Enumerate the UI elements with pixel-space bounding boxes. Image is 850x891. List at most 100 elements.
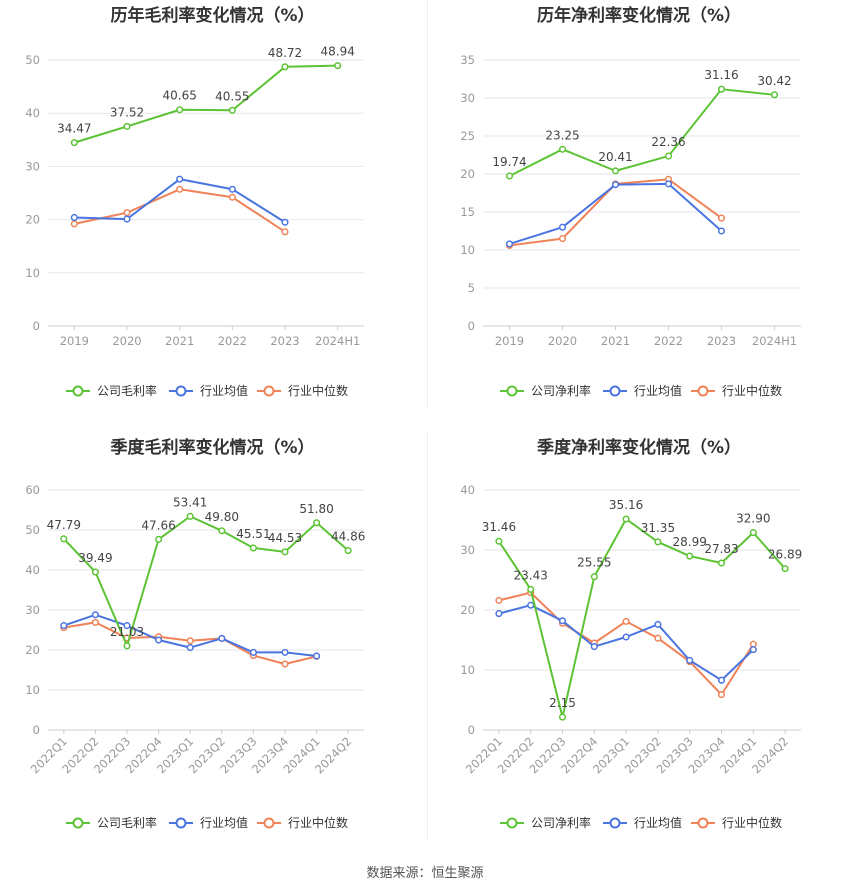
y-tick-label: 20 [25, 643, 40, 657]
data-label: 45.51 [236, 527, 270, 541]
y-tick-label: 5 [468, 281, 475, 295]
x-tick-label: 2020 [548, 334, 577, 348]
data-point-company [558, 713, 567, 721]
y-tick-label: 10 [25, 266, 40, 280]
legend-label-median: 行业中位数 [288, 383, 348, 398]
y-tick-label: 40 [460, 483, 475, 497]
legend-marker-avg [609, 817, 621, 829]
data-point-avg [186, 644, 194, 652]
data-point-company [155, 535, 163, 543]
x-tick-label: 2024H1 [315, 334, 360, 348]
data-label: 37.52 [110, 105, 144, 119]
data-point-company [334, 62, 342, 70]
data-point-avg [228, 185, 236, 193]
data-point-avg [123, 215, 131, 223]
data-label: 23.25 [545, 128, 579, 142]
data-point-avg [495, 610, 503, 618]
chart-title: 季度净利率变化情况（%） [537, 437, 741, 458]
data-point-company [186, 512, 194, 520]
y-tick-label: 10 [460, 663, 475, 677]
chart-title: 季度毛利率变化情况（%） [110, 437, 314, 458]
y-tick-label: 0 [33, 723, 40, 737]
data-label: 44.53 [268, 531, 302, 545]
y-tick-label: 10 [25, 683, 40, 697]
x-tick-label: 2024H1 [752, 334, 797, 348]
data-point-avg [91, 611, 99, 619]
data-label: 39.49 [78, 551, 112, 565]
x-tick-label: 2022 [654, 334, 683, 348]
legend-label-company: 公司净利率 [531, 383, 591, 398]
data-point-avg [249, 648, 257, 656]
data-point-avg [505, 240, 514, 248]
y-tick-label: 0 [468, 319, 475, 333]
data-point-median [228, 193, 236, 201]
data-point-company [60, 535, 68, 543]
data-point-company [527, 585, 535, 593]
data-point-median [70, 220, 78, 228]
data-label: 44.86 [331, 530, 365, 544]
chart-svg: 季度净利率变化情况（%）0102030402022Q12022Q22022Q32… [460, 437, 802, 830]
data-point-company [781, 565, 789, 573]
data-label: 40.65 [162, 89, 196, 103]
data-point-avg [176, 175, 184, 183]
data-point-company [622, 515, 630, 523]
y-tick-label: 30 [460, 543, 475, 557]
x-tick-label: 2023 [707, 334, 736, 348]
legend-label-avg: 行业均值 [634, 815, 682, 830]
legend-label-avg: 行业均值 [634, 383, 682, 398]
vertical-divider-bottom [427, 432, 428, 840]
data-point-company [70, 139, 78, 147]
x-tick-label: 2023 [270, 334, 299, 348]
data-point-company [91, 568, 99, 576]
data-point-median [622, 617, 630, 625]
data-point-company [228, 106, 236, 114]
data-point-median [91, 618, 99, 626]
y-tick-label: 40 [25, 106, 40, 120]
data-label: 30.42 [757, 74, 791, 88]
data-point-company [505, 172, 514, 180]
y-tick-label: 30 [25, 603, 40, 617]
y-tick-label: 20 [460, 167, 475, 181]
data-point-median [717, 691, 726, 699]
data-point-avg [686, 656, 694, 664]
data-point-avg [558, 617, 567, 625]
legend-label-avg: 行业均值 [200, 815, 248, 830]
x-tick-label: 2021 [165, 334, 194, 348]
data-label: 48.72 [268, 46, 302, 60]
series-line-avg [74, 178, 286, 224]
chart-title: 历年净利率变化情况（%） [537, 5, 741, 26]
y-tick-label: 35 [460, 53, 475, 67]
y-tick-label: 20 [460, 603, 475, 617]
legend-label-avg: 行业均值 [200, 383, 248, 398]
y-tick-label: 50 [25, 53, 40, 67]
y-tick-label: 60 [25, 483, 40, 497]
legend-label-company: 公司毛利率 [97, 383, 157, 398]
data-point-avg [654, 620, 662, 628]
data-label: 48.94 [320, 45, 354, 59]
series-line-company [63, 515, 349, 647]
data-point-median [281, 228, 289, 236]
data-label: 20.41 [598, 150, 632, 164]
data-point-company [590, 573, 598, 581]
data-label: 27.83 [704, 542, 738, 556]
y-tick-label: 25 [460, 129, 475, 143]
data-label: 53.41 [173, 495, 207, 509]
data-point-median [717, 214, 726, 222]
data-label: 51.80 [299, 502, 333, 516]
data-label: 31.46 [482, 520, 516, 534]
legend-label-median: 行业中位数 [288, 815, 348, 830]
data-point-avg [749, 646, 757, 654]
data-label: 2.15 [549, 696, 576, 710]
x-tick-label: 2022 [218, 334, 247, 348]
series-line-company [74, 64, 338, 144]
data-point-company [495, 537, 503, 545]
data-point-avg [717, 676, 726, 684]
x-tick-label: 2020 [112, 334, 141, 348]
data-point-median [558, 235, 567, 243]
data-point-avg [281, 218, 289, 226]
data-label: 31.35 [641, 521, 675, 535]
x-tick-label: 2021 [601, 334, 630, 348]
chart-svg: 历年毛利率变化情况（%） 0 10 20 30 40 50 2019 2020 2021 2022 2… [25, 5, 364, 398]
data-label: 31.16 [704, 68, 738, 82]
legend-marker-company [72, 817, 84, 829]
